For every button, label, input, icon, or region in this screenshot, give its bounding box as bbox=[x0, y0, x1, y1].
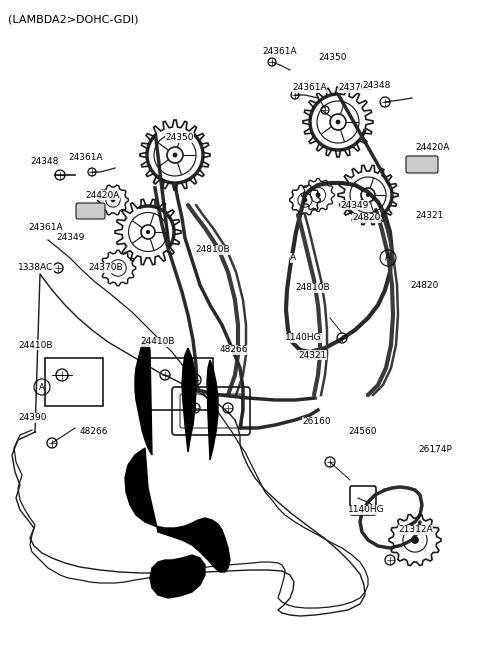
Circle shape bbox=[315, 193, 321, 197]
Text: 24420A: 24420A bbox=[415, 143, 449, 153]
Text: 24370B: 24370B bbox=[88, 263, 122, 273]
FancyBboxPatch shape bbox=[406, 156, 438, 173]
Text: 24420A: 24420A bbox=[85, 191, 120, 199]
Polygon shape bbox=[150, 555, 205, 598]
Text: A: A bbox=[39, 382, 45, 391]
Text: 24350: 24350 bbox=[318, 53, 347, 62]
Text: 26174P: 26174P bbox=[418, 445, 452, 454]
Text: A: A bbox=[290, 254, 296, 262]
Text: 24349: 24349 bbox=[57, 234, 85, 243]
Text: 24361A: 24361A bbox=[28, 223, 62, 232]
Text: 24810B: 24810B bbox=[195, 245, 229, 254]
Polygon shape bbox=[182, 348, 196, 452]
Polygon shape bbox=[125, 448, 230, 572]
Text: 24560: 24560 bbox=[348, 428, 376, 437]
Text: 24348: 24348 bbox=[30, 158, 59, 167]
Text: 24390: 24390 bbox=[18, 413, 47, 422]
Text: 24361A: 24361A bbox=[262, 47, 297, 56]
Text: 48266: 48266 bbox=[80, 428, 108, 437]
Circle shape bbox=[411, 536, 419, 544]
Text: 21312A: 21312A bbox=[398, 526, 432, 535]
Text: 24370B: 24370B bbox=[338, 84, 372, 93]
Circle shape bbox=[173, 153, 178, 158]
Text: 24410B: 24410B bbox=[140, 337, 175, 347]
Text: 1338AC: 1338AC bbox=[18, 263, 53, 273]
Polygon shape bbox=[207, 360, 218, 460]
Text: 48266: 48266 bbox=[220, 345, 249, 354]
Text: 24321: 24321 bbox=[298, 350, 326, 360]
Text: 24321: 24321 bbox=[415, 210, 444, 219]
Text: 24820: 24820 bbox=[352, 214, 380, 223]
Text: 24361A: 24361A bbox=[292, 84, 326, 93]
Text: 26160: 26160 bbox=[302, 417, 331, 426]
Text: 24810B: 24810B bbox=[295, 284, 330, 293]
Circle shape bbox=[115, 265, 120, 271]
Text: (LAMBDA2>DOHC-GDI): (LAMBDA2>DOHC-GDI) bbox=[8, 14, 139, 24]
Text: 1140HG: 1140HG bbox=[348, 506, 384, 515]
Text: A: A bbox=[385, 254, 391, 262]
Polygon shape bbox=[135, 340, 152, 455]
Text: 24361A: 24361A bbox=[68, 154, 103, 162]
Text: 24350: 24350 bbox=[165, 134, 193, 143]
Circle shape bbox=[336, 119, 340, 125]
Text: 24820: 24820 bbox=[410, 280, 438, 289]
Circle shape bbox=[111, 198, 115, 202]
Text: 24348: 24348 bbox=[362, 80, 390, 90]
Circle shape bbox=[303, 198, 307, 202]
Text: 1140HG: 1140HG bbox=[285, 334, 322, 343]
Circle shape bbox=[366, 193, 370, 197]
Circle shape bbox=[146, 230, 150, 234]
Text: 24349: 24349 bbox=[340, 201, 368, 210]
Text: 24410B: 24410B bbox=[18, 341, 52, 350]
FancyBboxPatch shape bbox=[76, 203, 105, 219]
